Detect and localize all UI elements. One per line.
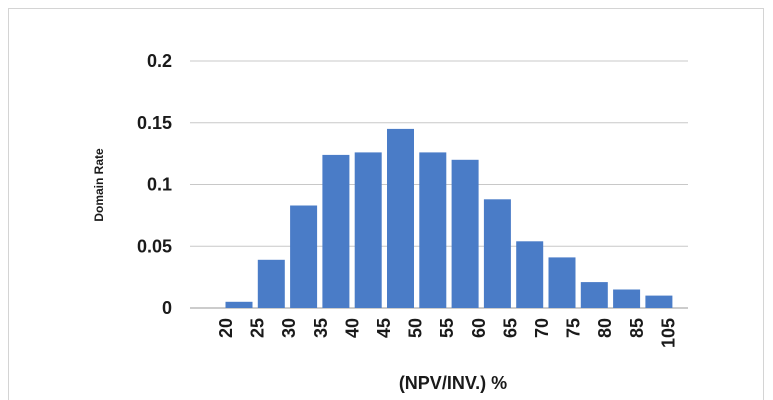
- x-tick-label: 30: [279, 318, 299, 338]
- x-tick-label: 60: [469, 318, 489, 338]
- bars: [225, 128, 673, 308]
- bar: [419, 152, 447, 308]
- x-tick-label: 45: [374, 318, 394, 338]
- y-axis-label: Domain Rate: [92, 148, 106, 222]
- x-tick-label: 50: [406, 318, 426, 338]
- x-tick-label: 35: [311, 318, 331, 338]
- bar: [225, 301, 253, 308]
- bar: [387, 128, 414, 308]
- chart-frame: [8, 8, 764, 400]
- x-tick-label: 40: [342, 318, 362, 338]
- x-tick-label: 20: [216, 318, 236, 338]
- bar: [354, 152, 382, 308]
- x-tick-label: 75: [564, 318, 584, 338]
- bar: [257, 259, 285, 308]
- bar: [580, 282, 608, 308]
- x-axis-label: (NPV/INV.) %: [399, 373, 507, 393]
- x-tick-label: 70: [532, 318, 552, 338]
- x-tick-label: 55: [437, 318, 457, 338]
- bar: [548, 257, 576, 308]
- y-tick-label: 0.1: [147, 175, 172, 195]
- y-tick-label: 0.15: [137, 113, 172, 133]
- x-tick-label: 105: [658, 318, 678, 348]
- y-tick-label: 0.2: [147, 51, 172, 71]
- x-tick-label: 85: [627, 318, 647, 338]
- x-tick-labels: 20 25 30 35 40 45 50 55 60 65 70 75 80 85 105: [216, 318, 678, 348]
- y-tick-label: 0: [162, 298, 172, 318]
- y-tick-label: 0.05: [137, 236, 172, 256]
- bar: [613, 289, 641, 308]
- y-tick-labels: 0 0.05 0.1 0.15 0.2: [137, 51, 172, 318]
- bar: [516, 241, 544, 308]
- bar: [290, 205, 318, 308]
- x-tick-label: 65: [500, 318, 520, 338]
- bar: [451, 159, 479, 308]
- bar: [483, 199, 511, 308]
- bar: [322, 154, 350, 308]
- x-tick-label: 25: [248, 318, 268, 338]
- x-tick-label: 80: [595, 318, 615, 338]
- bar: [645, 295, 673, 308]
